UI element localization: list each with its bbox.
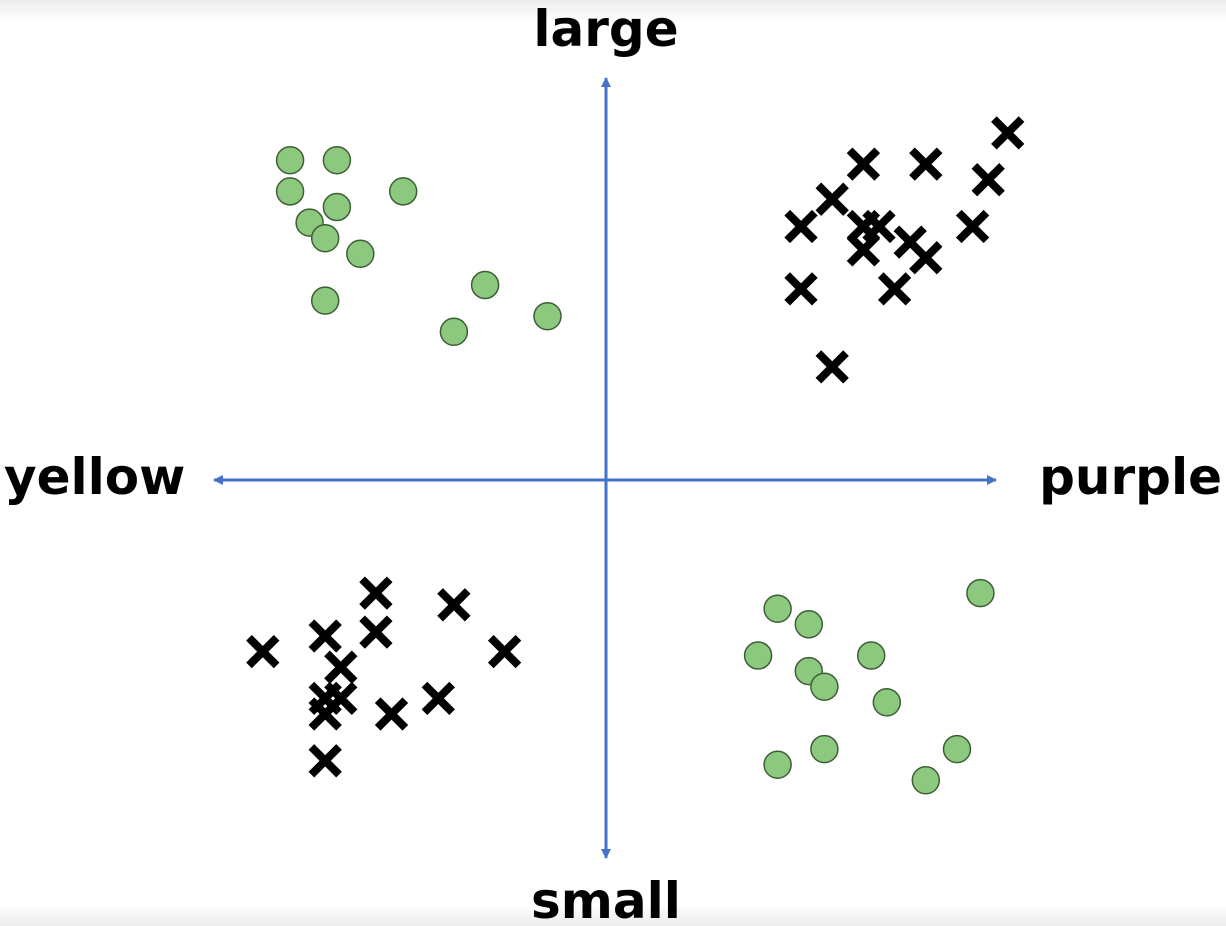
axis-labels: large small yellow purple bbox=[4, 0, 1222, 926]
cross-point bbox=[846, 147, 881, 181]
cross-point bbox=[784, 209, 818, 244]
cross-point bbox=[308, 744, 342, 778]
circle-point bbox=[275, 177, 305, 206]
cross-point bbox=[909, 241, 943, 275]
circle-point bbox=[388, 177, 418, 206]
circle-point bbox=[322, 192, 352, 222]
circle-point bbox=[743, 641, 773, 670]
circle-point bbox=[966, 578, 995, 608]
circle-point bbox=[275, 145, 305, 175]
axis-label-right: purple bbox=[1039, 448, 1222, 506]
cross-point bbox=[374, 697, 409, 731]
cross-point bbox=[487, 634, 522, 669]
axis-label-top: large bbox=[533, 0, 678, 58]
cross-point bbox=[308, 619, 342, 653]
circle-point bbox=[470, 270, 500, 300]
cross-point bbox=[955, 209, 990, 244]
circle-point bbox=[346, 239, 375, 269]
circle-point bbox=[810, 734, 839, 764]
circle-point bbox=[439, 317, 469, 347]
circle-point bbox=[310, 286, 340, 315]
cross-point bbox=[862, 209, 896, 244]
circle-point bbox=[872, 688, 902, 717]
data-points bbox=[246, 116, 1025, 795]
circle-point bbox=[310, 223, 340, 253]
circle-point bbox=[533, 301, 562, 331]
cross-point bbox=[815, 182, 849, 216]
cross-point bbox=[359, 576, 393, 610]
cross-point bbox=[246, 634, 280, 669]
cross-point bbox=[991, 116, 1025, 150]
circle-point bbox=[763, 750, 792, 779]
cross-point bbox=[324, 650, 358, 684]
circle-point bbox=[322, 145, 352, 175]
axis-label-bottom: small bbox=[531, 872, 681, 926]
cross-point bbox=[421, 681, 455, 716]
cross-point bbox=[437, 588, 471, 622]
cross-point bbox=[784, 272, 818, 306]
cross-point bbox=[909, 147, 943, 181]
cross-point bbox=[971, 163, 1005, 197]
circle-point bbox=[794, 610, 824, 639]
cross-point bbox=[359, 615, 393, 649]
circle-point bbox=[763, 594, 792, 623]
cross-point bbox=[877, 272, 912, 306]
cross-point bbox=[308, 697, 342, 731]
circle-point bbox=[856, 641, 886, 670]
circle-point bbox=[810, 672, 839, 701]
circle-point bbox=[942, 734, 972, 764]
cross-point bbox=[815, 350, 849, 384]
axes bbox=[213, 77, 997, 859]
cross-point bbox=[846, 233, 881, 267]
axis-label-left: yellow bbox=[4, 448, 185, 506]
circle-point bbox=[911, 766, 941, 795]
